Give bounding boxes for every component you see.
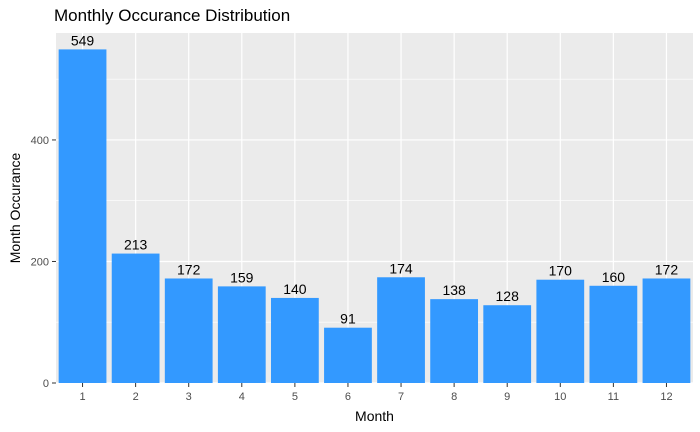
x-tick-label-9: 9 <box>504 391 510 403</box>
bar-month-2 <box>111 253 160 383</box>
data-label-month-10: 170 <box>549 263 573 279</box>
plot-panel <box>56 33 693 383</box>
y-tick-label-0: 0 <box>43 378 49 390</box>
x-tick-label-5: 5 <box>292 391 298 403</box>
data-label-month-12: 172 <box>655 261 679 277</box>
x-tick-label-2: 2 <box>133 391 139 403</box>
x-tick-label-6: 6 <box>345 391 351 403</box>
bar-month-11 <box>589 285 638 383</box>
bar-month-7 <box>377 277 425 383</box>
data-label-month-7: 174 <box>389 260 413 276</box>
data-label-month-3: 172 <box>177 261 201 277</box>
chart-title: Monthly Occurance Distribution <box>54 6 291 25</box>
bar-month-5 <box>270 297 319 383</box>
y-tick-label-200: 200 <box>31 256 49 268</box>
bar-month-3 <box>164 278 213 383</box>
x-tick-label-7: 7 <box>398 391 404 403</box>
x-tick-label-4: 4 <box>239 391 245 403</box>
bar-month-6 <box>324 327 372 383</box>
bar-month-12 <box>642 278 691 383</box>
y-axis: 0 200 400 <box>31 135 56 390</box>
bars <box>58 49 691 383</box>
y-axis-title: Month Occurance <box>7 153 23 264</box>
data-label-month-8: 138 <box>442 282 466 298</box>
bar-month-1 <box>58 49 107 383</box>
data-label-month-4: 159 <box>230 269 254 285</box>
data-label-month-2: 213 <box>124 237 148 253</box>
x-tick-label-8: 8 <box>451 391 457 403</box>
data-label-month-1: 549 <box>71 32 95 48</box>
x-tick-label-10: 10 <box>554 391 566 403</box>
x-tick-label-3: 3 <box>186 391 192 403</box>
x-tick-label-1: 1 <box>79 391 85 403</box>
bar-month-8 <box>430 299 479 383</box>
data-label-month-5: 140 <box>283 281 307 297</box>
x-axis: 1 2 3 4 5 6 7 8 9 10 11 12 <box>79 383 673 403</box>
data-label-month-9: 128 <box>496 288 520 304</box>
x-axis-title: Month <box>355 408 394 424</box>
bar-month-4 <box>217 286 266 383</box>
data-labels: 549 213 172 159 140 91 174 138 128 170 160 172 <box>71 32 678 326</box>
y-tick-label-400: 400 <box>31 135 49 147</box>
data-label-month-11: 160 <box>602 269 626 285</box>
x-tick-label-12: 12 <box>660 391 672 403</box>
data-label-month-6: 91 <box>340 311 356 327</box>
bar-month-10 <box>536 279 585 383</box>
bar-month-9 <box>483 305 532 383</box>
x-tick-label-11: 11 <box>608 391 619 403</box>
